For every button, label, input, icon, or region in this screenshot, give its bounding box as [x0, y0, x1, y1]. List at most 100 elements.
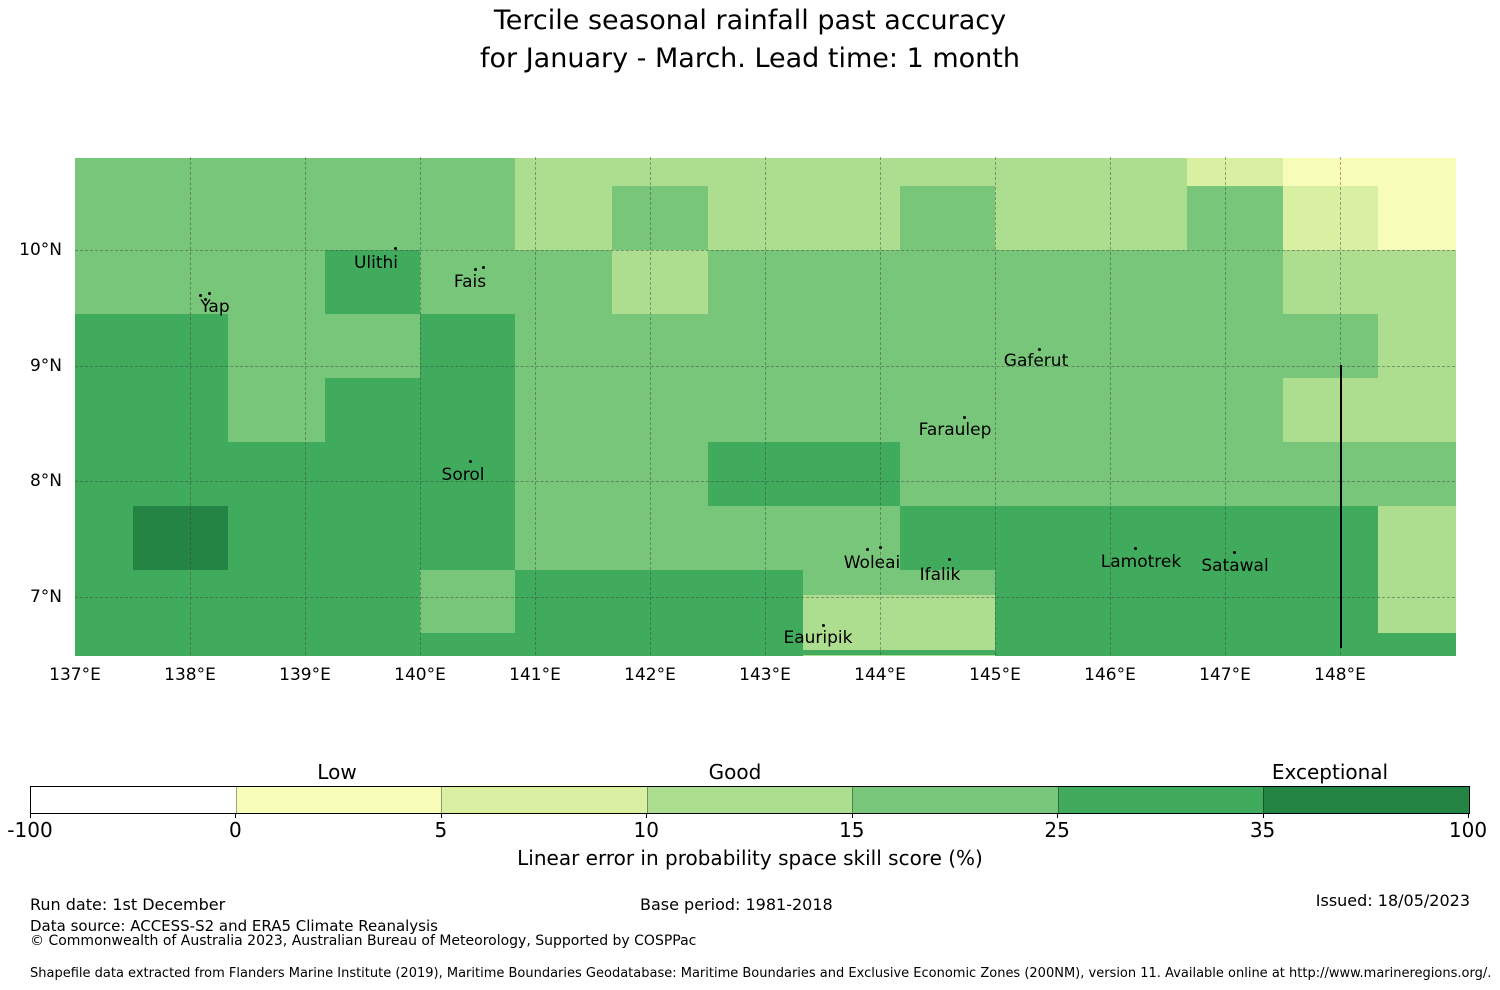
issued-text: Issued: 18/05/2023 — [1315, 891, 1470, 910]
colorbar-category-label: Low — [317, 760, 357, 784]
colorbar-segment — [852, 787, 1058, 813]
map-cell — [227, 250, 326, 315]
map-cell — [995, 186, 1092, 251]
map-cell — [1282, 441, 1379, 507]
map-cell — [132, 441, 229, 507]
map-cell — [1187, 157, 1284, 188]
x-tick-label: 140°E — [394, 665, 446, 685]
map-cell — [420, 250, 517, 315]
chart-title-line1: Tercile seasonal rainfall past accuracy — [493, 5, 1007, 36]
x-tick-label: 145°E — [969, 665, 1021, 685]
map-cell — [324, 186, 421, 251]
base-period-text: Base period: 1981-2018 — [640, 895, 833, 914]
map-cell — [75, 186, 134, 251]
colorbar-axis-label: Linear error in probability space skill … — [517, 846, 983, 870]
colorbar — [30, 786, 1470, 814]
x-tick-label: 143°E — [739, 665, 791, 685]
map-cell — [75, 313, 134, 379]
y-tick-label: 10°N — [19, 240, 62, 260]
map-cell — [132, 157, 229, 188]
colorbar-tick-mark — [440, 813, 442, 818]
map-cell — [515, 441, 613, 507]
island-label-ulithi: Ulithi — [353, 253, 399, 273]
map-patch — [803, 650, 995, 655]
map-cell — [420, 506, 517, 571]
x-tick-label: 142°E — [624, 665, 676, 685]
map-cell — [515, 186, 613, 251]
map-cell — [132, 633, 229, 656]
map-cell — [324, 157, 421, 188]
map-cell — [899, 250, 996, 315]
map-cell — [1187, 441, 1284, 507]
island-marker-fais — [482, 266, 485, 269]
map-cell — [612, 157, 709, 188]
colorbar-tick-mark — [1468, 813, 1469, 818]
gridline-meridian — [1110, 157, 1111, 655]
island-label-gaferut: Gaferut — [1003, 351, 1069, 371]
shapefile-text: Shapefile data extracted from Flanders M… — [30, 966, 1492, 981]
map-cell — [515, 378, 613, 443]
gridline-meridian — [190, 157, 191, 655]
gridline-meridian — [420, 157, 421, 655]
island-label-sorol: Sorol — [441, 465, 485, 485]
map-cell — [1187, 569, 1284, 635]
map-cell — [612, 569, 709, 635]
map-cell — [899, 186, 996, 251]
island-marker-satawal — [1233, 551, 1236, 554]
colorbar-tick-mark — [235, 813, 237, 818]
map-cell — [802, 186, 901, 251]
map-cell — [1187, 313, 1284, 379]
map-cell — [707, 506, 804, 571]
map-cell — [899, 157, 996, 188]
map-cell — [132, 378, 229, 443]
y-tick-label: 7°N — [29, 586, 62, 607]
map-cell — [1090, 633, 1188, 656]
map-cell — [515, 569, 613, 635]
map-cell — [227, 506, 326, 571]
colorbar-tick-mark — [646, 813, 648, 818]
colorbar-tick-label: 5 — [434, 818, 448, 842]
map-cell — [612, 506, 709, 571]
map-cell — [420, 157, 517, 188]
map-cell — [995, 378, 1092, 443]
colorbar-tick-mark — [1262, 813, 1264, 818]
data-source-text: Data source: ACCESS-S2 and ERA5 Climate … — [30, 917, 438, 935]
map-cell — [707, 441, 804, 507]
map-cell — [612, 441, 709, 507]
map-cell — [1282, 506, 1379, 571]
map-cell — [75, 157, 134, 188]
map-cell — [707, 313, 804, 379]
colorbar-category-label: Good — [708, 760, 762, 784]
map-cell — [1377, 441, 1456, 507]
gridline-parallel — [75, 365, 1455, 367]
map-cell — [1282, 157, 1379, 188]
map-cell — [1377, 250, 1456, 315]
map-cell — [899, 506, 996, 571]
map-cell — [1377, 186, 1456, 251]
map-cell — [324, 569, 421, 635]
map-cell — [1187, 250, 1284, 315]
map-cell — [227, 186, 326, 251]
map-cell — [995, 569, 1092, 635]
colorbar-tick-mark — [30, 813, 31, 818]
island-marker-woleai — [866, 548, 869, 551]
colorbar-segment — [31, 787, 236, 813]
map-cell — [802, 157, 901, 188]
copyright-text: © Commonwealth of Australia 2023, Austra… — [30, 933, 697, 949]
map-cell — [324, 250, 421, 315]
colorbar-category-label: Exceptional — [1271, 760, 1389, 784]
colorbar-tick-mark — [851, 813, 853, 818]
colorbar-tick-mark — [1057, 813, 1059, 818]
map-cell — [1377, 569, 1456, 635]
map-cell — [995, 633, 1092, 656]
map-cell — [612, 378, 709, 443]
island-marker-yap — [204, 298, 207, 301]
map-cell — [1090, 378, 1188, 443]
colorbar-tick-label: 100 — [1448, 818, 1488, 842]
map-cell — [420, 186, 517, 251]
colorbar-tick-label: 0 — [229, 818, 242, 842]
chart-title-line2: for January - March. Lead time: 1 month — [480, 43, 1020, 74]
island-marker-ifalik — [948, 558, 951, 561]
island-marker-fais — [474, 268, 477, 271]
